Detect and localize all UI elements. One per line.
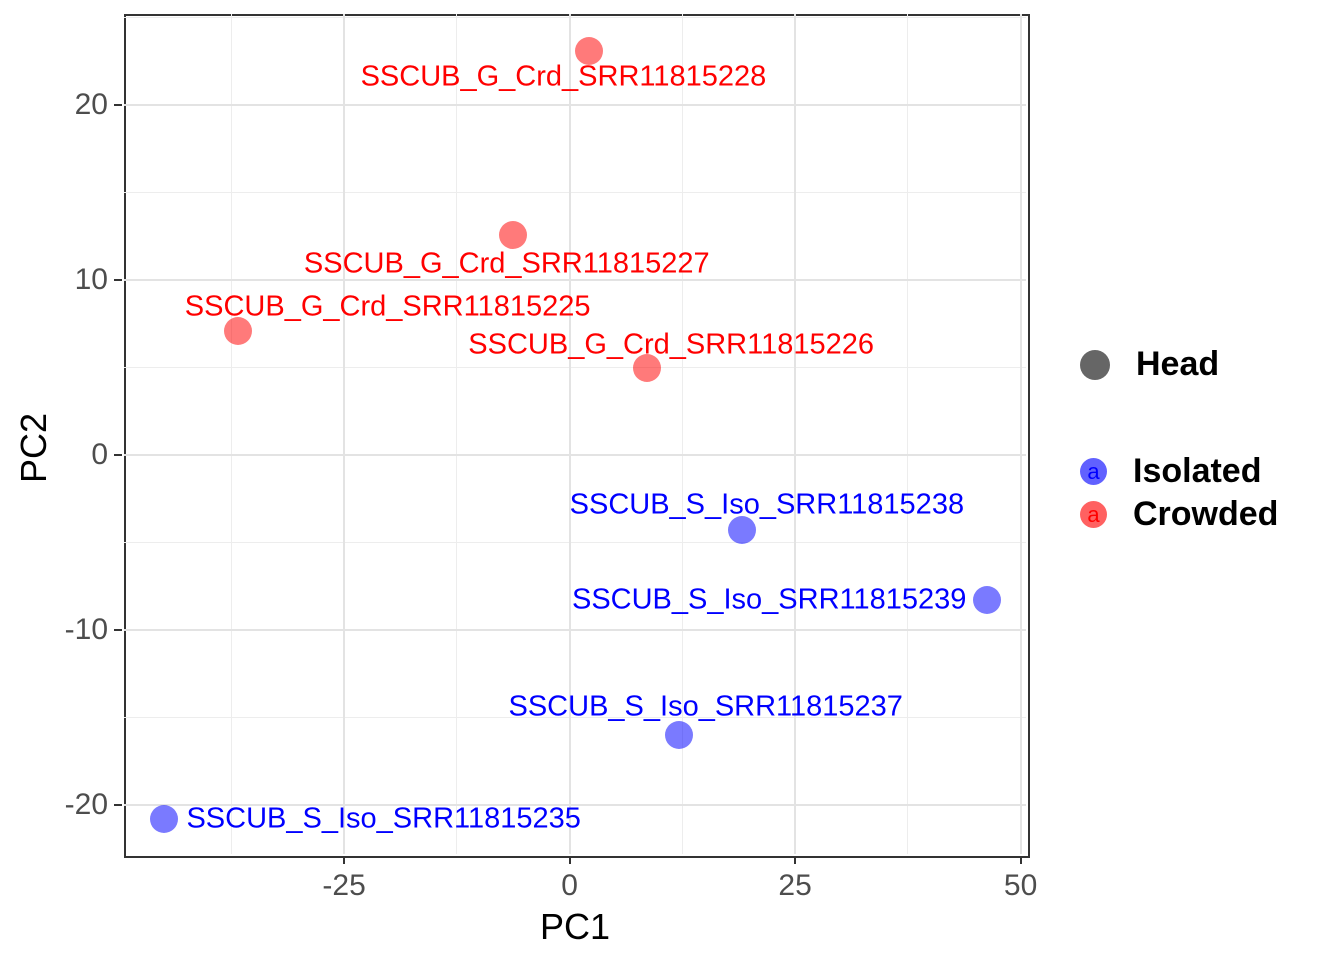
data-point <box>149 805 178 833</box>
x-tick-label: -25 <box>322 869 366 902</box>
x-tick-label: 0 <box>561 869 578 902</box>
x-major-gridline <box>343 14 346 854</box>
y-major-gridline <box>124 279 1026 281</box>
x-minor-gridline <box>907 14 909 854</box>
x-major-gridline <box>1019 14 1022 854</box>
data-point <box>498 220 527 249</box>
x-tick-label: 25 <box>778 869 812 902</box>
y-tick-mark <box>114 454 122 456</box>
data-point <box>664 721 693 749</box>
y-major-gridline <box>124 629 1026 631</box>
data-point <box>223 316 252 345</box>
legend-label-crowded: Crowded <box>1133 495 1279 533</box>
crowded-point-a-icon: a <box>1080 501 1107 528</box>
legend-item-head: Head <box>1080 345 1219 384</box>
legend-label-head: Head <box>1136 345 1220 383</box>
data-point <box>973 586 1002 615</box>
data-point <box>575 36 604 65</box>
y-minor-gridline <box>124 542 1026 543</box>
point-label: SSCUB_G_Crd_SRR11815227 <box>303 247 710 279</box>
y-minor-gridline <box>124 17 1026 18</box>
x-tick-label: 50 <box>1003 869 1038 902</box>
head-dot-icon <box>1080 349 1110 380</box>
x-minor-gridline <box>230 14 232 854</box>
x-tick-mark <box>568 856 571 864</box>
point-label: SSCUB_S_Iso_SRR11815238 <box>569 488 965 521</box>
y-tick-label: 20 <box>74 88 108 121</box>
data-point <box>633 353 662 382</box>
y-minor-gridline <box>124 367 1026 368</box>
y-minor-gridline <box>124 192 1026 193</box>
y-minor-gridline <box>124 717 1026 718</box>
y-tick-label: -10 <box>64 613 108 646</box>
y-tick-label: 10 <box>74 263 108 296</box>
y-tick-label: -20 <box>64 788 108 821</box>
point-label: SSCUB_G_Crd_SRR11815225 <box>184 290 591 323</box>
y-tick-label: 0 <box>91 438 108 471</box>
y-major-gridline <box>124 804 1026 806</box>
point-label: SSCUB_S_Iso_SRR11815239 <box>571 583 967 616</box>
y-tick-mark <box>114 279 122 281</box>
x-minor-gridline <box>456 14 458 854</box>
legend-item-isolated: a Isolated <box>1080 452 1261 491</box>
x-tick-mark <box>343 856 346 864</box>
legend-label-isolated: Isolated <box>1133 452 1262 490</box>
point-label: SSCUB_G_Crd_SRR11815228 <box>360 60 767 93</box>
y-tick-mark <box>114 104 122 106</box>
plot-panel <box>124 14 1030 858</box>
x-axis-title: PC1 <box>539 906 611 947</box>
y-tick-mark <box>114 804 122 806</box>
point-label: SSCUB_S_Iso_SRR11815237 <box>508 690 903 723</box>
y-tick-mark <box>114 629 122 631</box>
point-label: SSCUB_G_Crd_SRR11815226 <box>468 328 875 360</box>
x-major-gridline <box>794 14 797 854</box>
x-major-gridline <box>568 14 571 854</box>
y-major-gridline <box>124 454 1026 456</box>
data-point <box>727 516 756 545</box>
y-major-gridline <box>124 104 1026 106</box>
x-tick-mark <box>794 856 797 864</box>
legend-item-crowded: a Crowded <box>1080 495 1278 534</box>
isolated-point-a-icon: a <box>1080 458 1107 485</box>
x-minor-gridline <box>681 14 683 854</box>
point-label: SSCUB_S_Iso_SRR11815235 <box>186 802 581 835</box>
x-tick-mark <box>1019 856 1022 864</box>
